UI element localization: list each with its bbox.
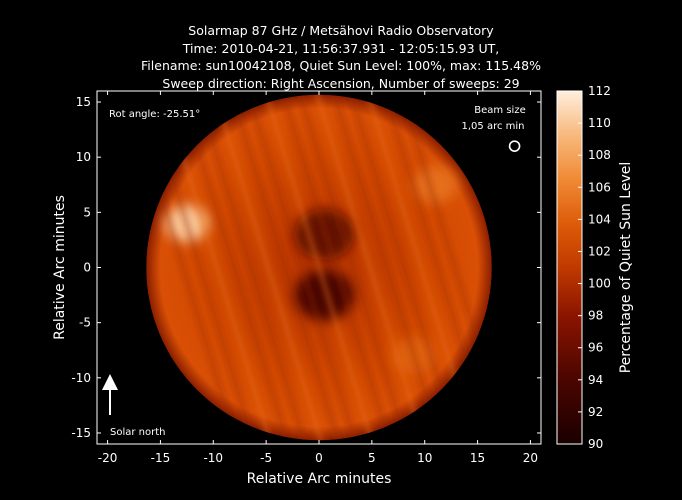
colorbar-tick-label: 102 bbox=[588, 244, 611, 258]
scan-stripe bbox=[326, 94, 448, 441]
solar-north-arrow bbox=[102, 374, 118, 415]
title-line-4: Sweep direction: Right Ascension, Number… bbox=[162, 75, 520, 91]
x-tick-label: 5 bbox=[368, 451, 376, 465]
x-axis-label: Relative Arc minutes bbox=[247, 471, 392, 487]
x-tick-label: -5 bbox=[260, 451, 272, 465]
y-tick-label: 5 bbox=[83, 205, 91, 219]
feature-1 bbox=[413, 166, 458, 204]
scan-stripe bbox=[207, 94, 329, 441]
title-line-3: Filename: sun10042108, Quiet Sun Level: … bbox=[141, 58, 541, 73]
colorbar-tick-label: 100 bbox=[588, 277, 611, 291]
colorbar-tick-label: 112 bbox=[588, 84, 611, 98]
beam-size-label-1: Beam size bbox=[474, 105, 525, 116]
y-tick-label: 15 bbox=[76, 95, 91, 109]
colorbar-tick-label: 106 bbox=[588, 180, 611, 194]
solar-north-label: Solar north bbox=[110, 427, 166, 438]
x-tick-label: -20 bbox=[98, 451, 118, 465]
x-tick-label: -10 bbox=[203, 451, 223, 465]
beam-size-label-2: 1,05 arc min bbox=[462, 121, 525, 132]
x-tick-label: 0 bbox=[315, 451, 323, 465]
colorbar-tick-label: 96 bbox=[588, 341, 603, 355]
scan-stripe bbox=[224, 94, 346, 441]
x-tick-label: -15 bbox=[151, 451, 171, 465]
x-tick-label: 15 bbox=[470, 451, 485, 465]
scan-stripe bbox=[394, 94, 492, 441]
colorbar-tick-label: 92 bbox=[588, 405, 603, 419]
scan-stripe bbox=[146, 94, 244, 441]
colorbar-tick-label: 108 bbox=[588, 148, 611, 162]
colorbar-tick-label: 98 bbox=[588, 309, 603, 323]
title-line-2: Time: 2010-04-21, 11:56:37.931 - 12:05:1… bbox=[182, 40, 500, 56]
y-tick-label: -5 bbox=[79, 316, 91, 330]
colorbar-tick-label: 94 bbox=[588, 373, 603, 387]
chart-title: Solarmap 87 GHz / Metsähovi Radio Observ… bbox=[0, 22, 682, 92]
x-axis: -20 -15 -10 -5 0 5 10 15 20 bbox=[98, 91, 538, 465]
scan-stripe bbox=[292, 94, 414, 441]
scan-stripe bbox=[309, 94, 431, 441]
y-axis-label: Relative Arc minutes bbox=[52, 195, 68, 340]
colorbar bbox=[556, 90, 583, 445]
x-tick-label: 10 bbox=[417, 451, 432, 465]
colorbar-ticks: 90 92 94 96 98 100 102 104 106 108 110 112 bbox=[578, 84, 611, 451]
scan-stripe bbox=[275, 94, 397, 441]
solar-disk bbox=[146, 94, 492, 441]
title-line-1: Solarmap 87 GHz / Metsähovi Radio Observ… bbox=[188, 23, 494, 38]
y-tick-label: -15 bbox=[71, 426, 91, 440]
colorbar-tick-label: 104 bbox=[588, 212, 611, 226]
scan-stripe bbox=[190, 94, 312, 441]
y-axis: -15 -10 -5 0 5 10 15 bbox=[71, 95, 541, 440]
beam-size-circle bbox=[508, 140, 521, 152]
scan-stripe bbox=[241, 94, 363, 441]
y-tick-label: 0 bbox=[83, 261, 91, 275]
scan-stripe bbox=[258, 94, 380, 441]
y-tick-label: 10 bbox=[76, 150, 91, 164]
rot-angle-label: Rot angle: -25.51° bbox=[109, 109, 200, 120]
y-tick-label: -10 bbox=[71, 371, 91, 385]
colorbar-tick-label: 110 bbox=[588, 116, 611, 130]
x-tick-label: 20 bbox=[523, 451, 538, 465]
colorbar-label: Percentage of Quiet Sun Level bbox=[618, 162, 634, 374]
colorbar-tick-label: 90 bbox=[588, 437, 603, 451]
